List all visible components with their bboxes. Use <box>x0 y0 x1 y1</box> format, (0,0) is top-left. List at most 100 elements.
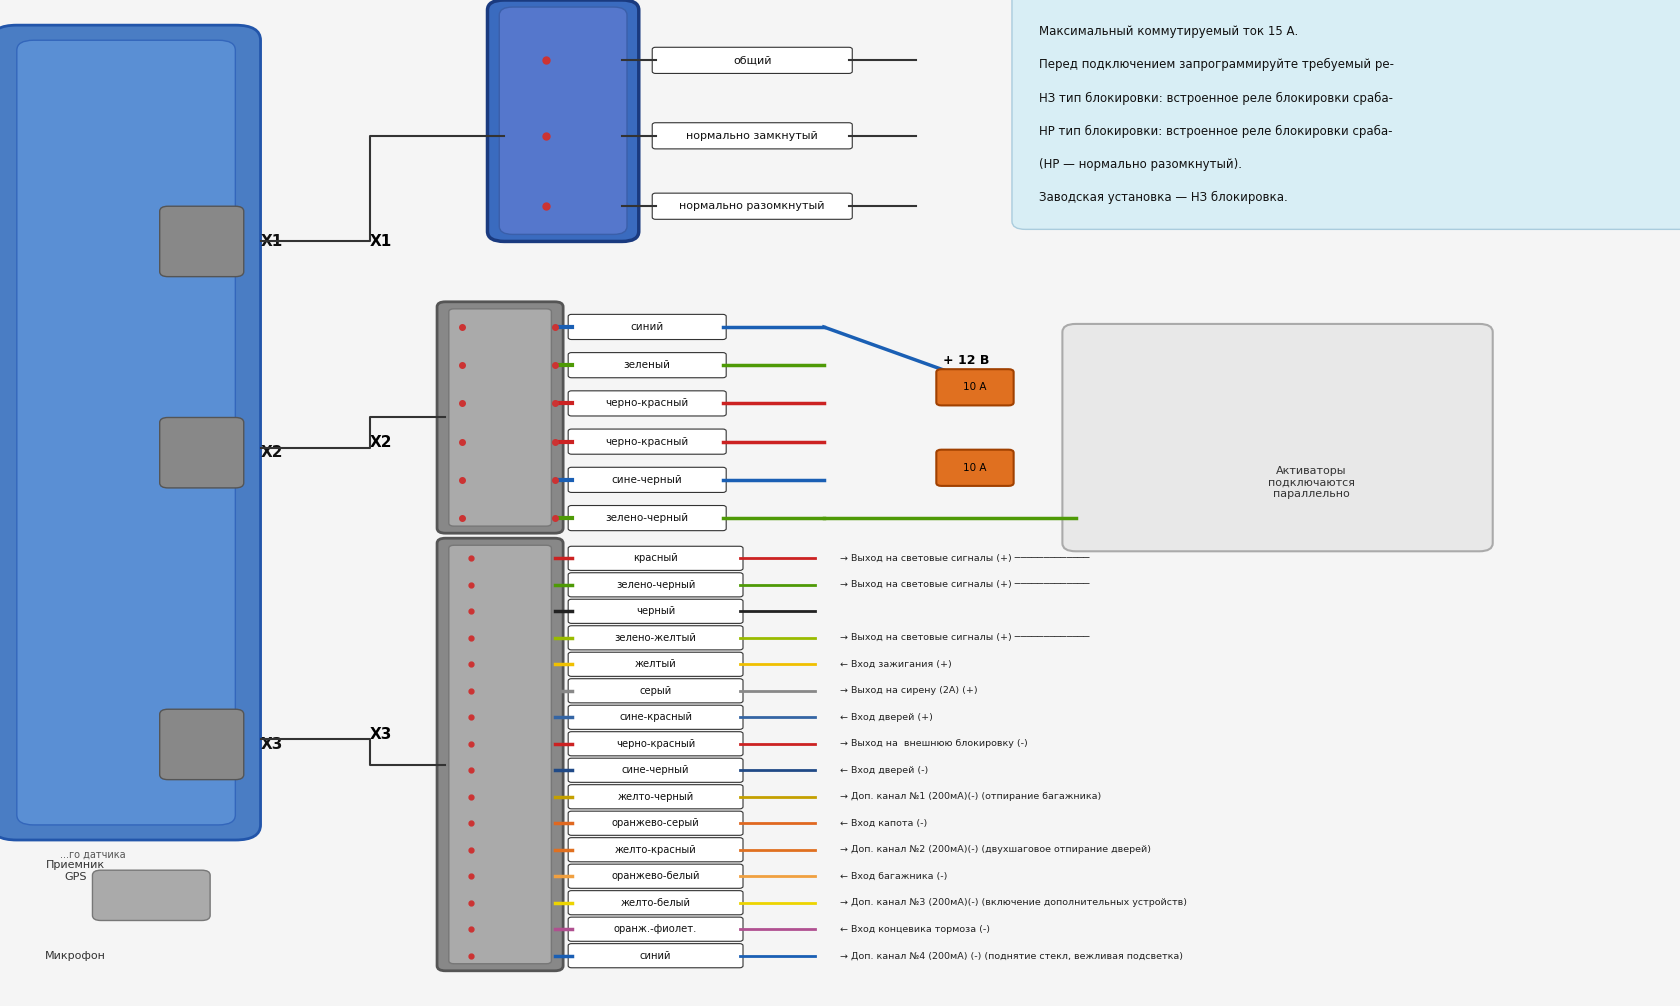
FancyBboxPatch shape <box>568 811 743 835</box>
Text: → Выход на световые сигналы (+) ─────────────: → Выход на световые сигналы (+) ────────… <box>840 580 1089 590</box>
FancyBboxPatch shape <box>160 709 244 780</box>
FancyBboxPatch shape <box>568 679 743 703</box>
Text: ← Вход дверей (+): ← Вход дверей (+) <box>840 713 932 721</box>
Text: сине-черный: сине-черный <box>622 766 689 776</box>
FancyBboxPatch shape <box>92 870 210 920</box>
FancyBboxPatch shape <box>652 47 852 73</box>
FancyBboxPatch shape <box>568 429 726 455</box>
FancyBboxPatch shape <box>568 890 743 914</box>
FancyBboxPatch shape <box>487 0 638 241</box>
Text: черно-красный: черно-красный <box>605 437 689 447</box>
Text: → Выход на световые сигналы (+) ─────────────: → Выход на световые сигналы (+) ────────… <box>840 554 1089 562</box>
Text: ...го датчика: ...го датчика <box>59 850 126 860</box>
Text: черный: черный <box>635 607 675 617</box>
FancyBboxPatch shape <box>568 864 743 888</box>
Text: зелено-черный: зелено-черный <box>615 579 696 590</box>
FancyBboxPatch shape <box>568 838 743 862</box>
Text: 10 А: 10 А <box>963 382 986 392</box>
Text: X2: X2 <box>260 446 282 460</box>
Text: Микрофон: Микрофон <box>45 951 106 961</box>
Text: X1: X1 <box>370 234 391 248</box>
Text: нормально замкнутый: нормально замкнутый <box>685 131 818 141</box>
Text: синий: синий <box>640 951 670 961</box>
Text: черно-красный: черно-красный <box>615 738 696 748</box>
Text: сине-черный: сине-черный <box>612 475 682 485</box>
Text: → Доп. канал №4 (200мА) (-) (поднятие стекл, вежливая подсветка): → Доп. канал №4 (200мА) (-) (поднятие ст… <box>840 952 1183 960</box>
FancyBboxPatch shape <box>499 7 627 234</box>
Text: Заводская установка — НЗ блокировка.: Заводская установка — НЗ блокировка. <box>1038 191 1287 204</box>
Text: X3: X3 <box>260 737 282 751</box>
Text: (НР — нормально разомкнутый).: (НР — нормально разомкнутый). <box>1038 158 1242 171</box>
Text: синий: синий <box>630 322 664 332</box>
FancyBboxPatch shape <box>1011 0 1680 229</box>
Text: желто-черный: желто-черный <box>617 792 694 802</box>
Text: желтый: желтый <box>635 659 675 669</box>
Text: → Выход на сирену (2А) (+): → Выход на сирену (2А) (+) <box>840 686 978 695</box>
FancyBboxPatch shape <box>449 309 551 526</box>
Text: Активаторы
подключаются
параллельно: Активаторы подключаются параллельно <box>1267 466 1354 500</box>
Text: зелено-желтый: зелено-желтый <box>615 633 696 643</box>
FancyBboxPatch shape <box>568 468 726 493</box>
FancyBboxPatch shape <box>568 390 726 416</box>
FancyBboxPatch shape <box>160 417 244 488</box>
Text: НР тип блокировки: встроенное реле блокировки сраба-: НР тип блокировки: встроенное реле блоки… <box>1038 125 1391 138</box>
Text: оранжево-серый: оранжево-серый <box>612 818 699 828</box>
Text: красный: красный <box>633 553 677 563</box>
Text: оранжево-белый: оранжево-белый <box>612 871 699 881</box>
FancyBboxPatch shape <box>568 353 726 378</box>
Text: НЗ тип блокировки: встроенное реле блокировки сраба-: НЗ тип блокировки: встроенное реле блоки… <box>1038 92 1393 105</box>
Text: черно-красный: черно-красный <box>605 398 689 408</box>
FancyBboxPatch shape <box>568 652 743 676</box>
Text: X1: X1 <box>260 234 282 248</box>
FancyBboxPatch shape <box>17 40 235 825</box>
Text: ← Вход багажника (-): ← Вход багажника (-) <box>840 872 948 880</box>
FancyBboxPatch shape <box>652 123 852 149</box>
FancyBboxPatch shape <box>160 206 244 277</box>
Text: → Доп. канал №2 (200мА)(-) (двухшаговое отпирание дверей): → Доп. канал №2 (200мА)(-) (двухшаговое … <box>840 845 1151 854</box>
FancyBboxPatch shape <box>936 369 1013 405</box>
Text: сине-красный: сине-красный <box>618 712 692 722</box>
Text: оранж.-фиолет.: оранж.-фиолет. <box>613 925 697 935</box>
Text: X2: X2 <box>370 436 391 450</box>
FancyBboxPatch shape <box>568 759 743 783</box>
FancyBboxPatch shape <box>568 705 743 729</box>
FancyBboxPatch shape <box>568 315 726 340</box>
Text: серый: серый <box>638 686 672 696</box>
Text: общий: общий <box>732 55 771 65</box>
Text: ← Вход концевика тормоза (-): ← Вход концевика тормоза (-) <box>840 925 990 934</box>
FancyBboxPatch shape <box>568 546 743 570</box>
Text: → Доп. канал №3 (200мА)(-) (включение дополнительных устройств): → Доп. канал №3 (200мА)(-) (включение до… <box>840 898 1186 907</box>
FancyBboxPatch shape <box>568 600 743 624</box>
FancyBboxPatch shape <box>1062 324 1492 551</box>
FancyBboxPatch shape <box>652 193 852 219</box>
Text: 10 А: 10 А <box>963 463 986 473</box>
Text: зелено-черный: зелено-черный <box>605 513 689 523</box>
FancyBboxPatch shape <box>568 785 743 809</box>
FancyBboxPatch shape <box>437 538 563 971</box>
Text: желто-белый: желто-белый <box>620 897 690 907</box>
Text: нормально разомкнутый: нормально разомкнутый <box>679 201 825 211</box>
FancyBboxPatch shape <box>568 731 743 756</box>
Text: X3: X3 <box>370 727 391 741</box>
FancyBboxPatch shape <box>568 944 743 968</box>
FancyBboxPatch shape <box>936 450 1013 486</box>
FancyBboxPatch shape <box>568 572 743 597</box>
Text: + 12 В: + 12 В <box>942 354 990 367</box>
Text: Максимальный коммутируемый ток 15 А.: Максимальный коммутируемый ток 15 А. <box>1038 25 1297 38</box>
FancyBboxPatch shape <box>568 917 743 942</box>
Text: → Выход на световые сигналы (+) ─────────────: → Выход на световые сигналы (+) ────────… <box>840 634 1089 642</box>
Text: → Доп. канал №1 (200мА)(-) (отпирание багажника): → Доп. канал №1 (200мА)(-) (отпирание ба… <box>840 793 1100 801</box>
Text: Перед подключением запрограммируйте требуемый ре-: Перед подключением запрограммируйте треб… <box>1038 58 1393 71</box>
Text: Приемник
GPS: Приемник GPS <box>45 860 106 881</box>
Text: желто-красный: желто-красный <box>615 845 696 855</box>
FancyBboxPatch shape <box>437 302 563 533</box>
FancyBboxPatch shape <box>568 626 743 650</box>
Text: ← Вход дверей (-): ← Вход дверей (-) <box>840 766 927 775</box>
FancyBboxPatch shape <box>449 545 551 964</box>
Text: ← Вход капота (-): ← Вход капота (-) <box>840 819 927 828</box>
Text: зеленый: зеленый <box>623 360 670 370</box>
FancyBboxPatch shape <box>568 506 726 531</box>
FancyBboxPatch shape <box>0 25 260 840</box>
Text: ← Вход зажигания (+): ← Вход зажигания (+) <box>840 660 951 669</box>
Text: → Выход на  внешнюю блокировку (-): → Выход на внешнюю блокировку (-) <box>840 739 1028 748</box>
